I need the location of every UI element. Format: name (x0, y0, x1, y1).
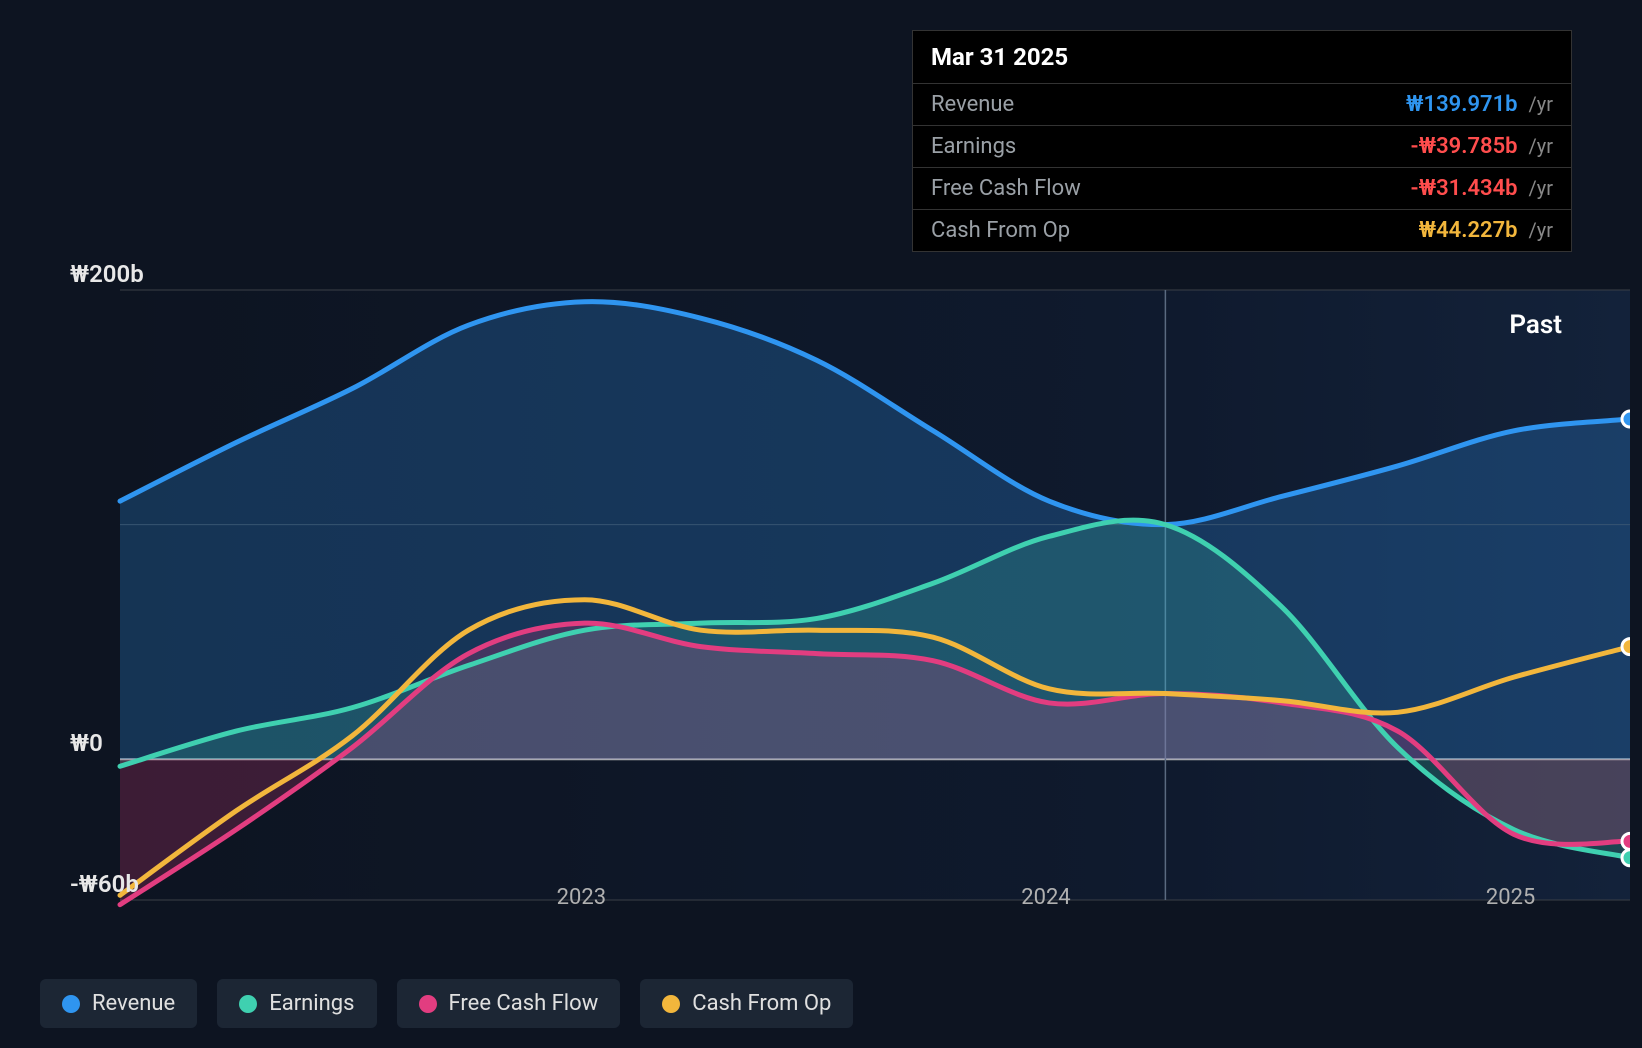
x-tick-label: 2024 (1021, 885, 1070, 910)
tooltip-row-unit: /yr (1524, 134, 1553, 158)
legend-label: Cash From Op (692, 991, 831, 1016)
tooltip-row-label: Cash From Op (931, 218, 1070, 243)
legend-item[interactable]: Free Cash Flow (397, 979, 621, 1028)
tooltip-row-unit: /yr (1524, 176, 1553, 200)
tooltip-row: Revenue ₩139.971b /yr (913, 83, 1571, 125)
tooltip-row: Cash From Op ₩44.227b /yr (913, 209, 1571, 251)
tooltip-row-label: Revenue (931, 92, 1014, 117)
tooltip-row-unit: /yr (1524, 92, 1553, 116)
tooltip-panel: Mar 31 2025 Revenue₩139.971b /yrEarnings… (912, 30, 1572, 252)
tooltip-row: Free Cash Flow -₩31.434b /yr (913, 167, 1571, 209)
tooltip-row-label: Free Cash Flow (931, 176, 1081, 201)
tooltip-row-value: -₩31.434b (1411, 176, 1518, 201)
past-label: Past (1509, 310, 1562, 340)
tooltip-row-value: -₩39.785b (1411, 134, 1518, 159)
y-tick-label: ₩0 (70, 729, 103, 757)
legend-item[interactable]: Earnings (217, 979, 376, 1028)
x-tick-label: 2023 (557, 885, 606, 910)
tooltip-row-value: ₩44.227b (1419, 218, 1518, 243)
x-tick-label: 2025 (1486, 885, 1535, 910)
tooltip-date: Mar 31 2025 (913, 31, 1571, 83)
y-tick-label: ₩200b (70, 260, 144, 288)
legend-item[interactable]: Cash From Op (640, 979, 853, 1028)
legend-item[interactable]: Revenue (40, 979, 197, 1028)
chart-container: ₩200b ₩0 -₩60b 2023 2024 2025 Past Mar 31 20… (0, 0, 1642, 1048)
tooltip-row: Earnings -₩39.785b /yr (913, 125, 1571, 167)
legend-dot-icon (662, 995, 680, 1013)
tooltip-row-label: Earnings (931, 134, 1016, 159)
tooltip-row-value: ₩139.971b (1406, 92, 1518, 117)
legend-dot-icon (419, 995, 437, 1013)
y-tick-label: -₩60b (70, 870, 139, 898)
chart-area[interactable]: ₩200b ₩0 -₩60b 2023 2024 2025 Past Mar 31 20… (30, 20, 1612, 920)
legend: Revenue Earnings Free Cash Flow Cash From O… (40, 979, 853, 1028)
legend-dot-icon (239, 995, 257, 1013)
legend-label: Earnings (269, 991, 354, 1016)
legend-dot-icon (62, 995, 80, 1013)
tooltip-row-unit: /yr (1524, 218, 1553, 242)
legend-label: Free Cash Flow (449, 991, 599, 1016)
legend-label: Revenue (92, 991, 175, 1016)
